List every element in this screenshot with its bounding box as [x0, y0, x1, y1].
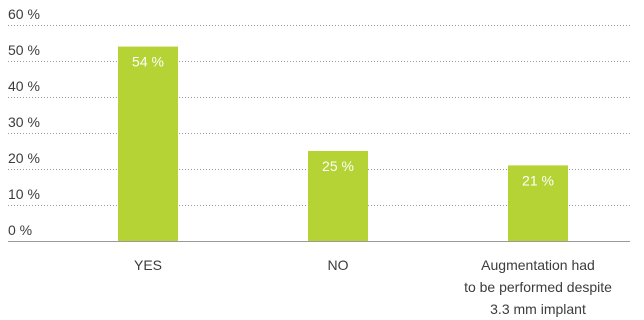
x-category-label: to be performed despite	[464, 279, 612, 295]
y-tick-label: 30 %	[8, 114, 40, 130]
bar-data-label: 54 %	[132, 54, 164, 70]
bar	[508, 165, 568, 241]
y-tick-label: 10 %	[8, 186, 40, 202]
gridlines	[8, 25, 630, 242]
bar-data-label: 25 %	[322, 158, 354, 174]
x-category-label: 3.3 mm implant	[490, 301, 586, 317]
y-tick-label: 40 %	[8, 78, 40, 94]
bars: 54 % 25 % 21 %	[118, 46, 568, 241]
y-tick-label: 60 %	[8, 6, 40, 22]
bar	[308, 151, 368, 241]
x-category-label: NO	[328, 257, 349, 273]
bar-data-label: 21 %	[522, 172, 554, 188]
x-category-label: YES	[134, 257, 162, 273]
x-axis-categories: YES NO Augmentation had to be performed des…	[134, 257, 612, 317]
x-category-label: Augmentation had	[481, 257, 595, 273]
bar	[118, 46, 178, 241]
y-tick-label: 20 %	[8, 150, 40, 166]
y-axis-ticks: 0 % 10 % 20 % 30 % 40 % 50 % 60 %	[8, 6, 40, 238]
y-tick-label: 0 %	[8, 222, 32, 238]
y-tick-label: 50 %	[8, 42, 40, 58]
